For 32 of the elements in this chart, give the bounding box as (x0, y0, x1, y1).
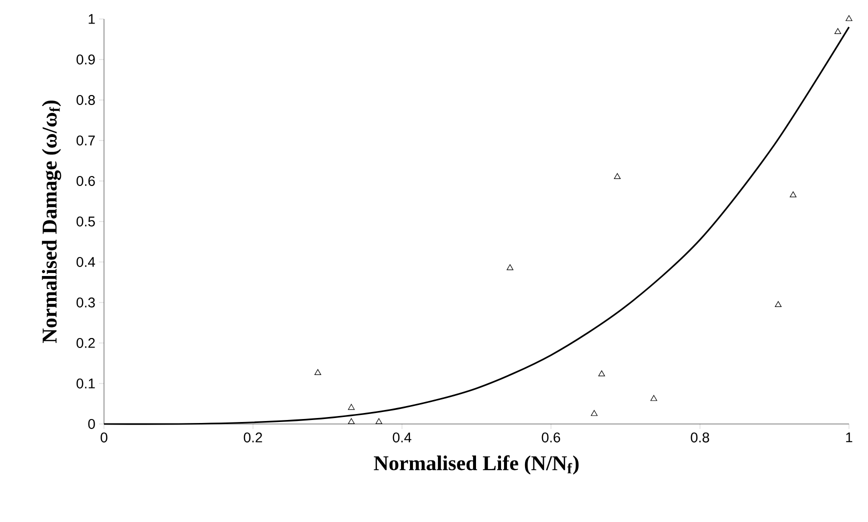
point (790, 191, 796, 198)
point (774, 301, 782, 307)
point (376, 418, 382, 424)
y-tick-label: 0.7 (76, 136, 95, 146)
y-tick-label: 0.3 (76, 298, 95, 308)
point (846, 15, 852, 22)
y-tick-label: 0.5 (76, 216, 95, 226)
x-tick-label: 0.6 (542, 432, 560, 442)
y-tick-label: 0.4 (76, 257, 96, 267)
y-axis-title: Normalised Damage (ω/ω$_{f}$) (42, 100, 62, 343)
point (590, 410, 598, 416)
y-tick-label: 0.6 (76, 176, 95, 186)
point (506, 264, 514, 270)
point (650, 395, 658, 401)
y-tick-label: 0.1 (76, 378, 95, 388)
x-tick-label: 0.4 (392, 432, 412, 442)
x-tick-label: 0 (100, 432, 108, 442)
y-tick-label: 0.9 (76, 54, 95, 64)
point (348, 404, 355, 410)
point (834, 28, 842, 34)
y-tick-label: 0.2 (76, 338, 95, 348)
y-tick-label: 1 (88, 14, 95, 24)
x-axis-title: Normalised Life (N/N$_{f}$) (374, 455, 579, 475)
point (314, 369, 322, 376)
y-tick-label: 0 (88, 419, 95, 429)
point (614, 173, 621, 179)
point (348, 418, 355, 424)
x-tick-label: 1 (846, 432, 852, 442)
x-tick-label: 0.2 (244, 432, 262, 442)
x-tick-label: 0.8 (690, 432, 710, 442)
y-tick-label: 0.8 (76, 95, 95, 105)
point (598, 370, 605, 376)
